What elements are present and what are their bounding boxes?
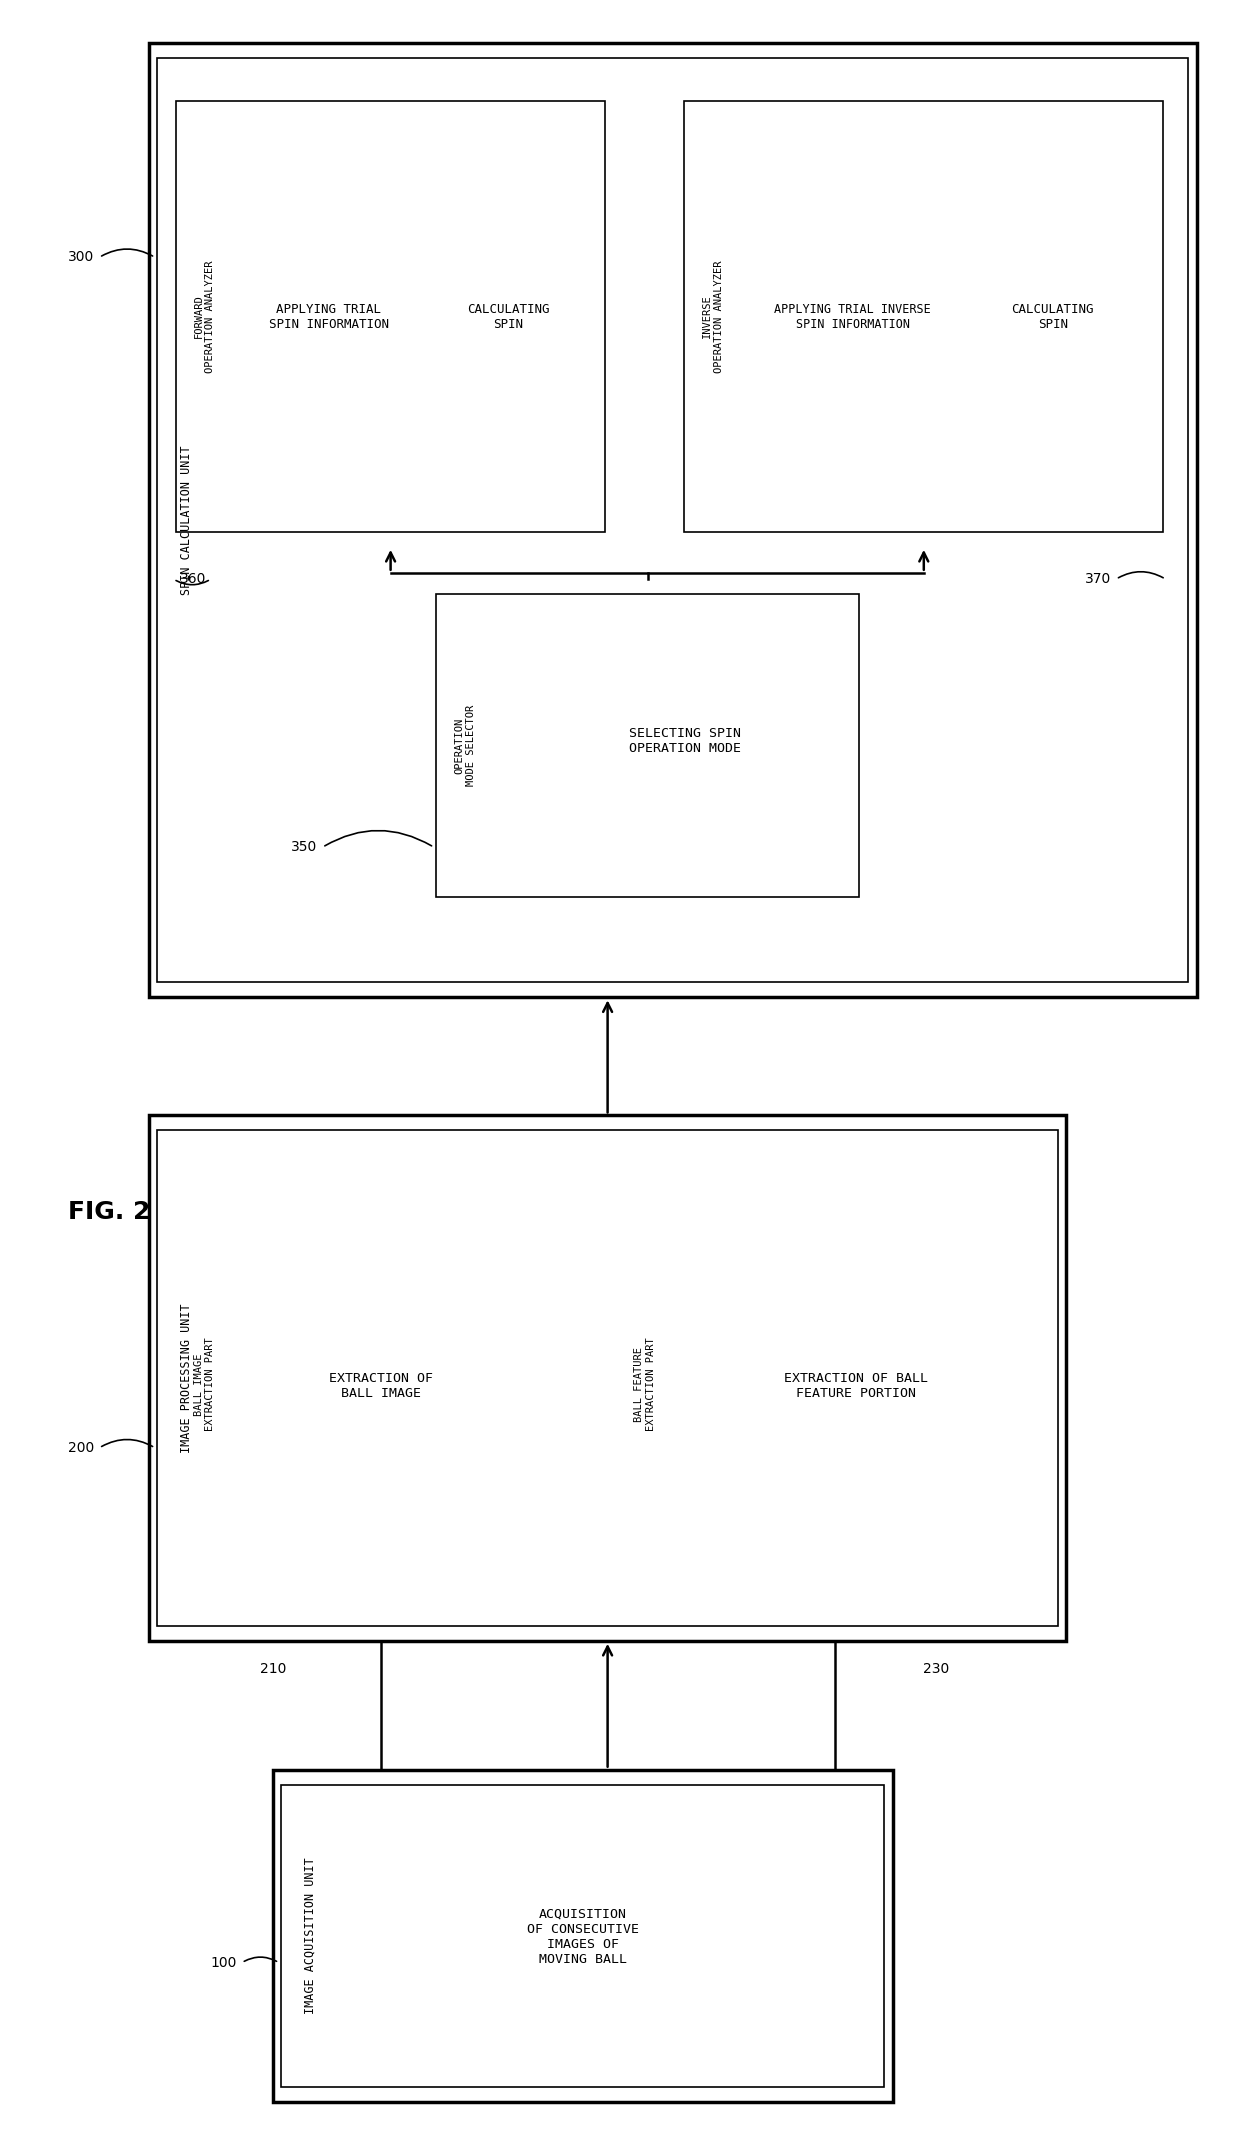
Bar — [157, 1130, 1058, 1626]
Text: SELECTING SPIN
OPERATION MODE: SELECTING SPIN OPERATION MODE — [629, 727, 742, 755]
Bar — [676, 86, 1172, 547]
Bar — [157, 58, 1188, 982]
Bar — [961, 116, 1145, 519]
Bar — [149, 1115, 1066, 1641]
Text: 350: 350 — [291, 841, 317, 854]
Bar — [521, 607, 849, 875]
Bar — [756, 116, 949, 519]
Bar — [167, 1165, 533, 1604]
Bar — [273, 1770, 893, 2102]
Text: IMAGE PROCESSING UNIT: IMAGE PROCESSING UNIT — [180, 1304, 192, 1452]
Text: 210: 210 — [259, 1662, 286, 1675]
Text: 100: 100 — [211, 1956, 237, 1969]
Bar — [248, 116, 409, 519]
Text: IMAGE ACQUISITION UNIT: IMAGE ACQUISITION UNIT — [304, 1858, 316, 2014]
Text: 230: 230 — [923, 1662, 950, 1675]
Text: INVERSE
OPERATION ANALYZER: INVERSE OPERATION ANALYZER — [702, 260, 724, 373]
Bar — [167, 86, 614, 547]
Text: 200: 200 — [68, 1441, 94, 1454]
Text: SPIN CALCULATION UNIT: SPIN CALCULATION UNIT — [180, 446, 192, 594]
Text: EXTRACTION OF BALL
FEATURE PORTION: EXTRACTION OF BALL FEATURE PORTION — [784, 1371, 928, 1401]
Text: 300: 300 — [68, 251, 94, 264]
Bar — [176, 101, 605, 532]
Text: APPLYING TRIAL
SPIN INFORMATION: APPLYING TRIAL SPIN INFORMATION — [269, 302, 388, 332]
Text: FORWARD
OPERATION ANALYZER: FORWARD OPERATION ANALYZER — [193, 260, 216, 373]
Bar — [254, 1195, 508, 1577]
Text: EXTRACTION OF
BALL IMAGE: EXTRACTION OF BALL IMAGE — [330, 1371, 433, 1401]
Bar — [428, 116, 589, 519]
Text: BALL FEATURE
EXTRACTION PART: BALL FEATURE EXTRACTION PART — [634, 1338, 656, 1431]
Text: BALL IMAGE
EXTRACTION PART: BALL IMAGE EXTRACTION PART — [193, 1338, 216, 1431]
Bar — [688, 1195, 1023, 1577]
Text: APPLYING TRIAL INVERSE
SPIN INFORMATION: APPLYING TRIAL INVERSE SPIN INFORMATION — [774, 302, 931, 332]
Bar — [360, 1798, 806, 2076]
Text: FIG. 2: FIG. 2 — [68, 1199, 150, 1225]
Bar — [684, 101, 1163, 532]
Text: OPERATION
MODE SELECTOR: OPERATION MODE SELECTOR — [454, 706, 476, 785]
Bar — [281, 1785, 884, 2087]
Text: ACQUISITION
OF CONSECUTIVE
IMAGES OF
MOVING BALL: ACQUISITION OF CONSECUTIVE IMAGES OF MOV… — [527, 1907, 639, 1967]
Bar — [428, 579, 868, 912]
Text: 370: 370 — [1085, 573, 1111, 586]
Text: 360: 360 — [180, 573, 206, 586]
Text: CALCULATING
SPIN: CALCULATING SPIN — [1012, 302, 1094, 332]
Bar — [608, 1165, 1048, 1604]
Bar — [149, 43, 1197, 997]
Text: CALCULATING
SPIN: CALCULATING SPIN — [467, 302, 549, 332]
Bar — [436, 594, 859, 897]
